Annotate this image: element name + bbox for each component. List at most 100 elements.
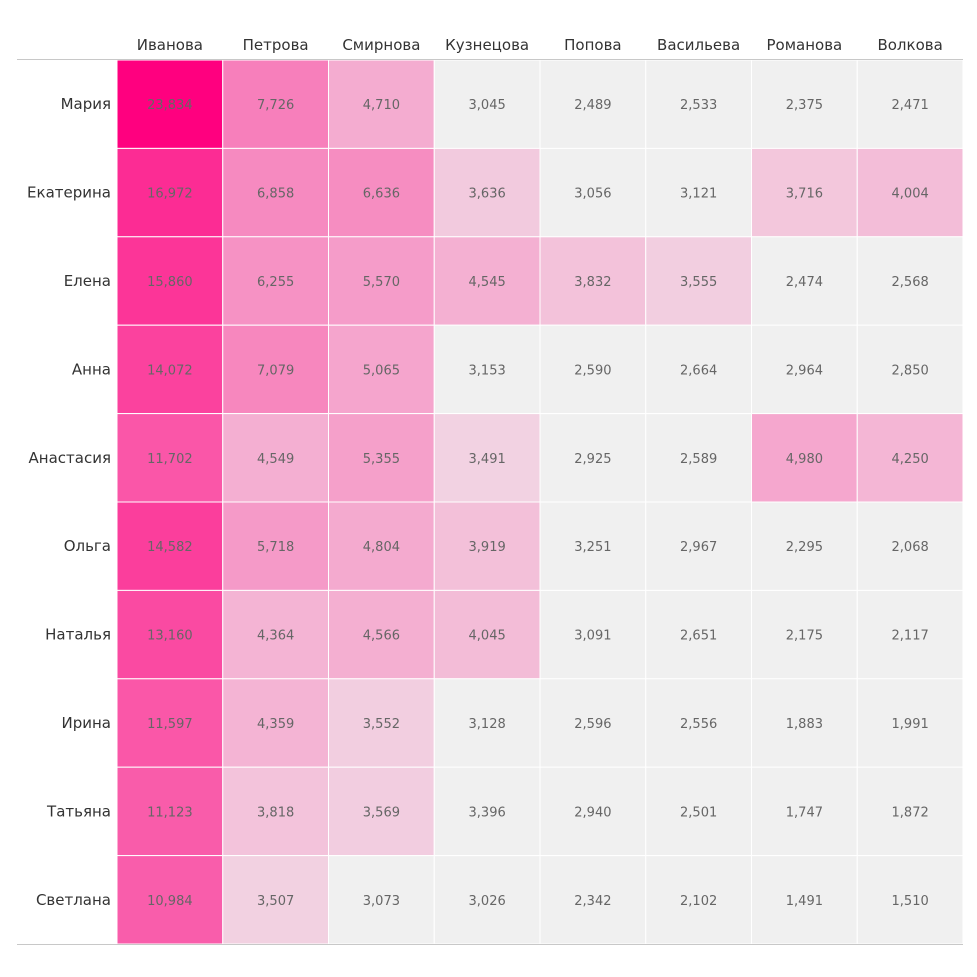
cell-value-label: 2,117 bbox=[892, 629, 929, 644]
cell-value-label: 3,153 bbox=[469, 363, 506, 378]
row-header: Анастасия bbox=[29, 449, 111, 467]
cell-value-label: 14,072 bbox=[147, 363, 193, 378]
heatmap-cell bbox=[856, 589, 964, 680]
row-headers: Мария Екатерина Елена Анна Анастасия Ольга Нат… bbox=[27, 95, 111, 909]
cell-value-label: 2,102 bbox=[680, 894, 717, 909]
heatmap-cell bbox=[116, 855, 224, 945]
heatmap-cell bbox=[433, 236, 541, 326]
cell-value-label: 1,510 bbox=[892, 894, 929, 909]
cell-value-label: 2,342 bbox=[574, 894, 611, 909]
heatmap-cell bbox=[116, 678, 224, 768]
row-header: Елена bbox=[64, 272, 111, 290]
cell-value-label: 4,250 bbox=[892, 452, 929, 467]
heatmap-cell bbox=[539, 855, 647, 945]
cell-value-label: 16,972 bbox=[147, 187, 193, 202]
cell-value-label: 7,079 bbox=[257, 363, 294, 378]
cell-value-label: 3,396 bbox=[469, 805, 506, 820]
heatmap-cell bbox=[222, 147, 329, 238]
cell-value-label: 4,364 bbox=[257, 629, 294, 644]
cell-value-label: 3,073 bbox=[363, 894, 400, 909]
heatmap-cell bbox=[328, 589, 435, 680]
heatmap-cell bbox=[328, 678, 435, 768]
heatmap-cell bbox=[751, 413, 858, 503]
column-header: Васильева bbox=[657, 36, 740, 54]
heatmap-cell bbox=[328, 413, 435, 503]
cell-value-label: 2,295 bbox=[786, 540, 823, 555]
cell-value-label: 1,991 bbox=[892, 717, 929, 732]
cell-value-label: 2,590 bbox=[574, 363, 611, 378]
heatmap-cell bbox=[751, 855, 858, 945]
cell-value-label: 3,832 bbox=[574, 275, 611, 290]
cell-value-label: 4,545 bbox=[469, 275, 506, 290]
heatmap-cell bbox=[645, 855, 752, 945]
cell-value-label: 2,568 bbox=[892, 275, 929, 290]
cell-value-label: 2,501 bbox=[680, 805, 717, 820]
heatmap-cell bbox=[539, 236, 647, 326]
cell-value-label: 23,834 bbox=[147, 98, 193, 113]
heatmap-cell bbox=[856, 236, 964, 326]
cell-value-label: 3,716 bbox=[786, 187, 823, 202]
row-header: Татьяна bbox=[46, 802, 111, 820]
cell-value-label: 10,984 bbox=[147, 894, 193, 909]
cell-value-label: 3,552 bbox=[363, 717, 400, 732]
column-header: Иванова bbox=[137, 36, 203, 54]
cell-value-label: 1,872 bbox=[892, 805, 929, 820]
column-header: Смирнова bbox=[342, 36, 420, 54]
row-header: Анна bbox=[72, 360, 111, 378]
heatmap-cell bbox=[751, 147, 858, 238]
heatmap-cell bbox=[856, 501, 964, 591]
heatmap-cell bbox=[539, 766, 647, 857]
cell-value-label: 11,123 bbox=[147, 805, 193, 820]
column-header: Волкова bbox=[877, 36, 942, 54]
column-header: Кузнецова bbox=[445, 36, 529, 54]
heatmap-cell bbox=[751, 589, 858, 680]
cell-value-label: 2,651 bbox=[680, 629, 717, 644]
cell-value-label: 2,596 bbox=[574, 717, 611, 732]
cell-value-label: 3,636 bbox=[469, 187, 506, 202]
cell-value-label: 11,597 bbox=[147, 717, 193, 732]
cell-value-label: 14,582 bbox=[147, 540, 193, 555]
cell-value-label: 2,533 bbox=[680, 98, 717, 113]
cell-value-label: 3,091 bbox=[574, 629, 611, 644]
heatmap-cell bbox=[433, 855, 541, 945]
heatmap-cell bbox=[328, 855, 435, 945]
cell-value-label: 2,925 bbox=[574, 452, 611, 467]
cell-value-label: 3,056 bbox=[574, 187, 611, 202]
cell-value-label: 2,474 bbox=[786, 275, 823, 290]
heatmap-cell bbox=[856, 678, 964, 768]
heatmap-cell bbox=[645, 59, 752, 149]
cell-value-label: 5,570 bbox=[363, 275, 400, 290]
heatmap-cell bbox=[222, 59, 329, 149]
heatmap-cell bbox=[328, 766, 435, 857]
cell-value-label: 6,255 bbox=[257, 275, 294, 290]
heatmap-cells bbox=[116, 59, 964, 945]
heatmap-cell bbox=[222, 236, 329, 326]
heatmap-cell bbox=[539, 147, 647, 238]
cell-value-label: 5,355 bbox=[363, 452, 400, 467]
cell-value-label: 6,636 bbox=[363, 187, 400, 202]
cell-value-label: 4,045 bbox=[469, 629, 506, 644]
column-headers: Иванова Петрова Смирнова Кузнецова Попова Вас… bbox=[137, 36, 943, 54]
heatmap-cell bbox=[539, 59, 647, 149]
cell-value-label: 3,121 bbox=[680, 187, 717, 202]
heatmap-cell bbox=[539, 324, 647, 415]
row-header: Светлана bbox=[36, 891, 111, 909]
cell-value-label: 3,128 bbox=[469, 717, 506, 732]
cell-value-label: 2,940 bbox=[574, 805, 611, 820]
row-header: Ольга bbox=[64, 537, 111, 555]
heatmap-cell bbox=[116, 324, 224, 415]
column-header: Петрова bbox=[243, 36, 309, 54]
heatmap-cell bbox=[433, 766, 541, 857]
cell-value-label: 5,065 bbox=[363, 363, 400, 378]
cell-value-label: 2,489 bbox=[574, 98, 611, 113]
cell-value-label: 3,491 bbox=[469, 452, 506, 467]
cell-value-label: 11,702 bbox=[147, 452, 193, 467]
heatmap-cell bbox=[645, 501, 752, 591]
heatmap-cell bbox=[328, 324, 435, 415]
heatmap-cell bbox=[539, 501, 647, 591]
cell-value-label: 2,471 bbox=[892, 98, 929, 113]
heatmap-cell bbox=[856, 855, 964, 945]
cell-value-label: 4,710 bbox=[363, 98, 400, 113]
heatmap-cell bbox=[433, 324, 541, 415]
heatmap-cell bbox=[222, 766, 329, 857]
